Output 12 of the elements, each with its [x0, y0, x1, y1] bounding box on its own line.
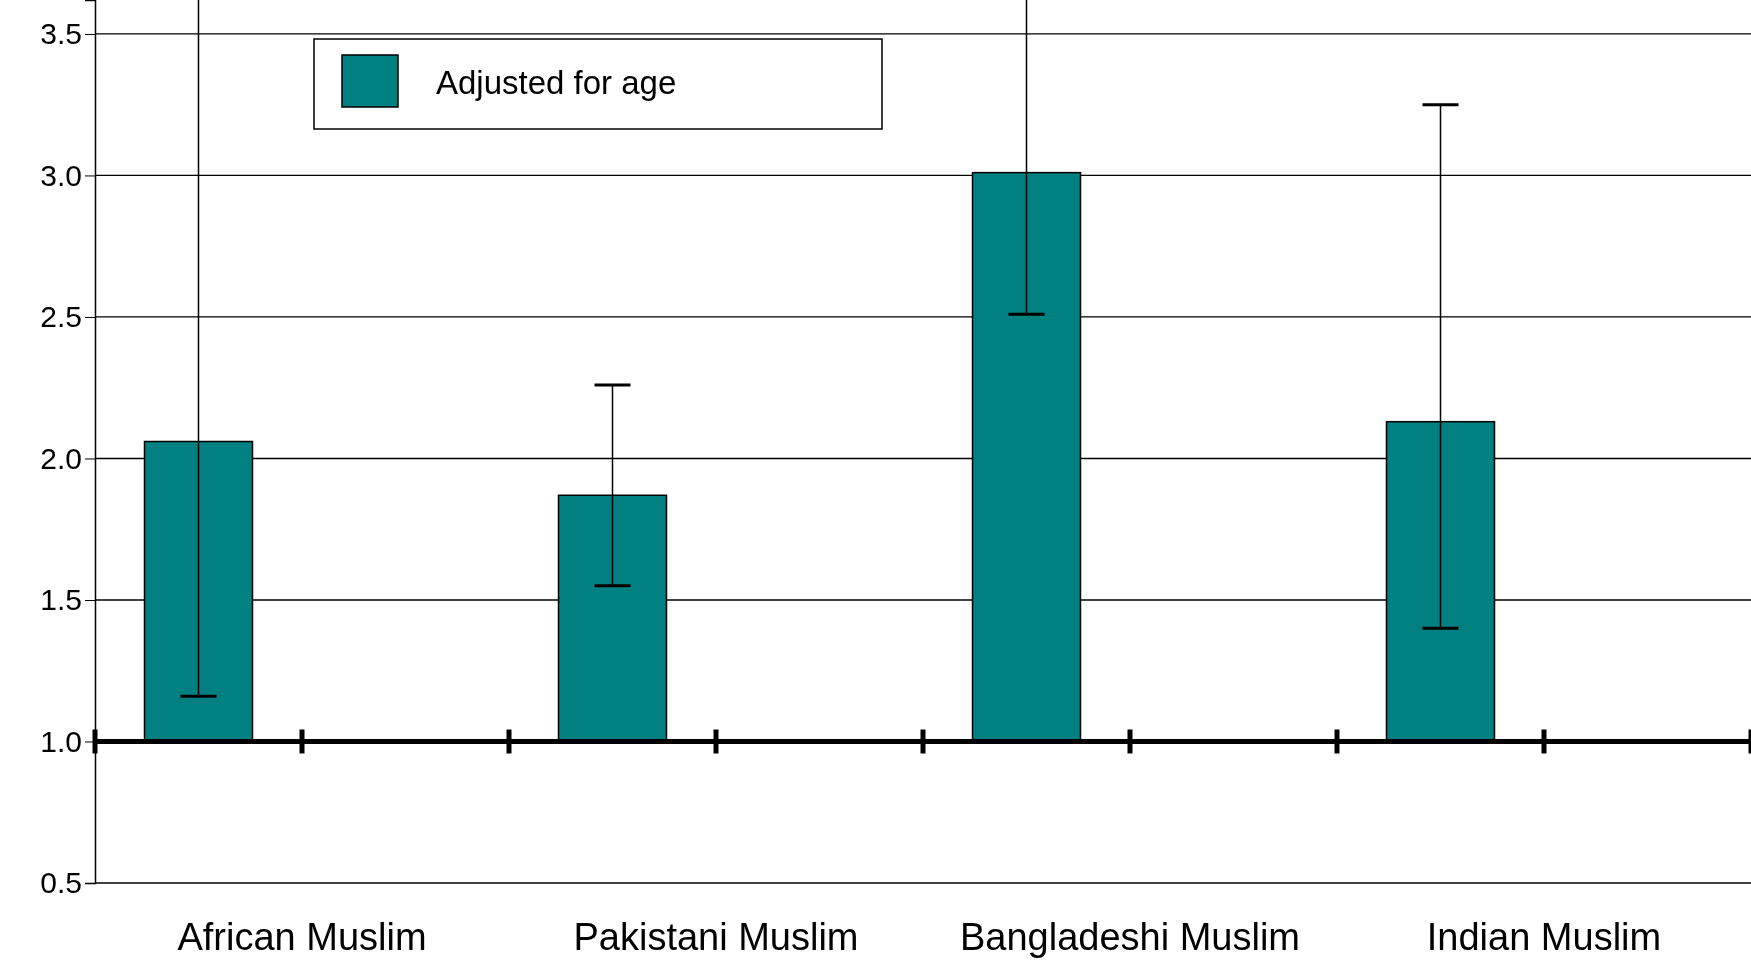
y-tick-label: 3.5: [40, 17, 82, 51]
x-tick-label: Bangladeshi Muslim: [959, 916, 1301, 958]
x-tick-label: Indian Muslim: [1426, 916, 1662, 958]
x-tick-label: African Muslim: [177, 916, 427, 958]
y-tick-label: 2.0: [40, 441, 82, 475]
x-tick-label: Pakistani Muslim: [573, 916, 859, 958]
y-tick-label: 1.0: [40, 724, 82, 758]
y-tick-label: 2.5: [40, 300, 82, 334]
y-tick-label: 3.0: [40, 158, 82, 192]
y-tick-label: 1.5: [40, 583, 82, 617]
legend-label: Adjusted for age: [436, 64, 677, 101]
y-tick-label: 0.5: [40, 866, 82, 900]
